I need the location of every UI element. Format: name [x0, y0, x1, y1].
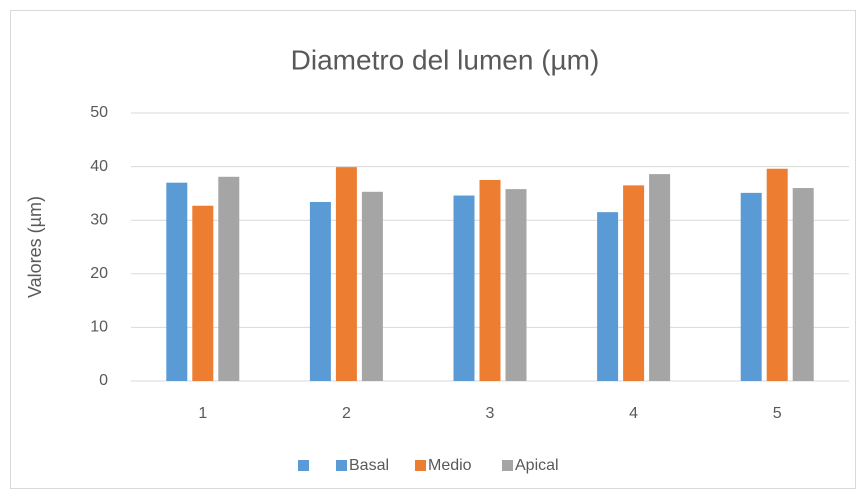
legend-swatch	[415, 460, 426, 471]
bar	[192, 205, 214, 381]
bar	[479, 180, 501, 381]
y-tick-label: 50	[90, 104, 108, 121]
bar	[335, 167, 357, 381]
x-tick-label: 3	[486, 405, 495, 422]
y-tick-label: 0	[99, 372, 108, 389]
bar	[505, 189, 527, 381]
bar	[766, 168, 788, 381]
legend-label: Apical	[515, 457, 559, 474]
x-tick-label: 5	[773, 405, 782, 422]
bar	[453, 195, 475, 381]
bar	[623, 185, 645, 381]
legend-label: Medio	[428, 457, 472, 474]
bar	[166, 182, 188, 381]
bar	[597, 212, 619, 381]
y-tick-label: 20	[90, 265, 108, 282]
bar	[309, 201, 331, 381]
x-tick-label: 2	[342, 405, 351, 422]
bar	[740, 192, 762, 381]
legend-label: Basal	[349, 457, 389, 474]
y-tick-label: 10	[90, 319, 108, 336]
x-tick-label: 1	[198, 405, 207, 422]
legend-swatch	[336, 460, 347, 471]
bar	[792, 188, 814, 381]
bar	[361, 191, 383, 381]
y-axis-label: Valores (µm)	[25, 196, 45, 298]
y-tick-label: 30	[90, 211, 108, 228]
chart-title: Diametro del lumen (µm)	[291, 44, 600, 75]
y-tick-label: 40	[90, 158, 108, 175]
chart-border	[10, 10, 856, 489]
bar	[218, 176, 240, 381]
x-tick-label: 4	[629, 405, 638, 422]
legend-swatch	[502, 460, 513, 471]
bar	[649, 174, 671, 381]
legend-swatch-extra	[298, 460, 309, 471]
